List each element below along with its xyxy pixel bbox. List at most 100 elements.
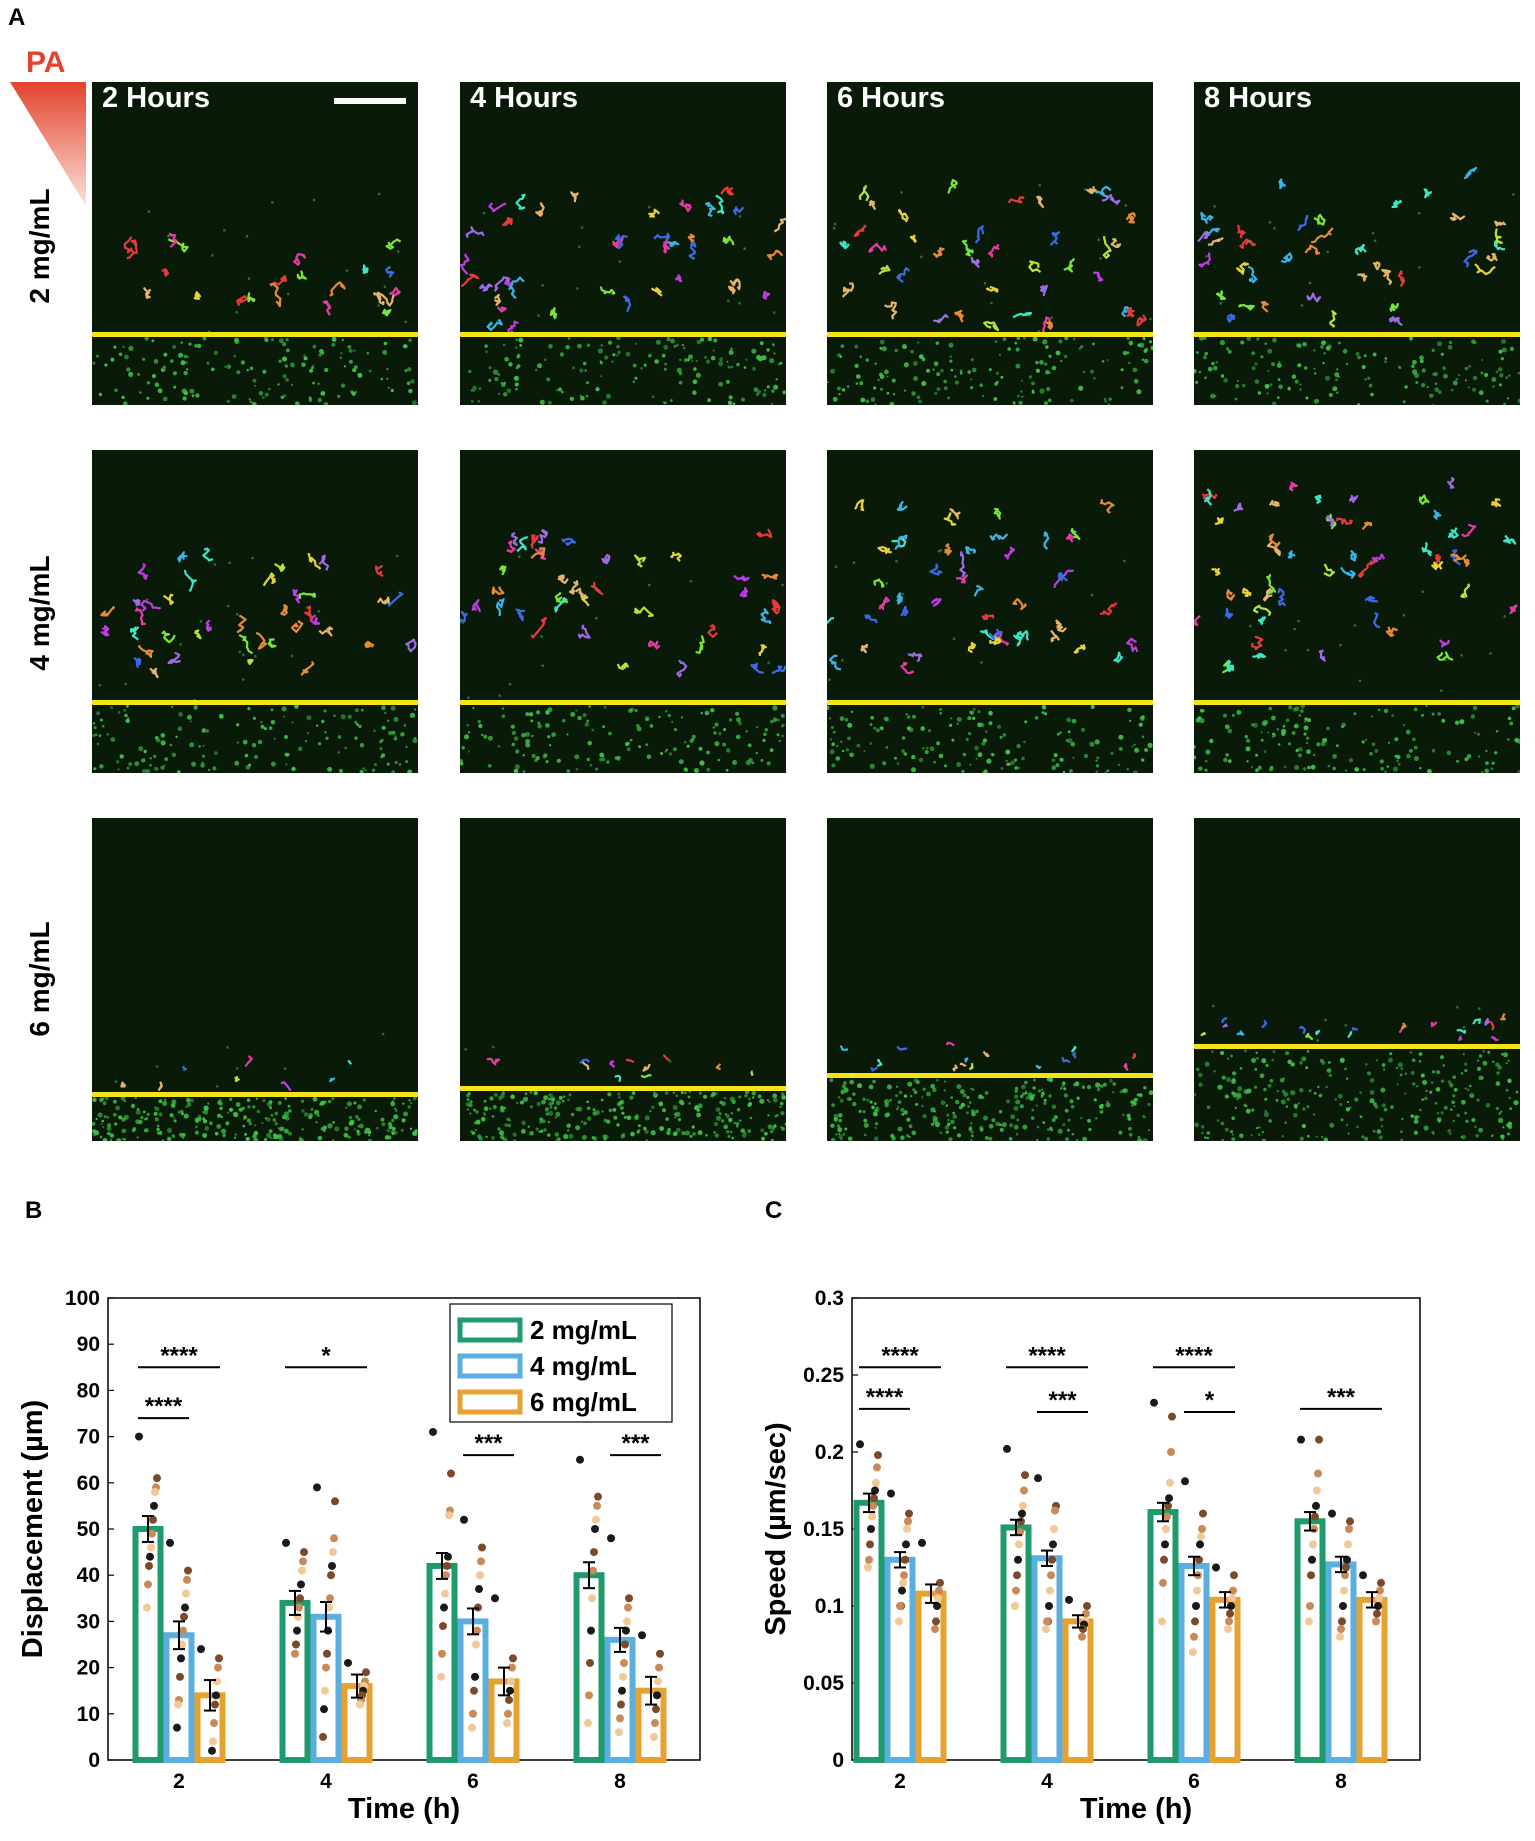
cell-dot [266,1117,271,1122]
cell-dot [100,1099,103,1102]
cell-dot [1300,709,1304,713]
cell-dot [936,387,941,392]
data-point [344,1658,352,1667]
cell-dot [1297,619,1300,623]
cell-dot [217,1113,222,1118]
cell-dot [1010,1114,1016,1120]
cell-dot [968,732,972,736]
cell-track [771,665,786,674]
cell-dot [1477,1066,1481,1071]
cell-track [1252,653,1267,659]
data-point [1166,1478,1174,1487]
cell-dot [492,369,499,375]
cell-dot [518,555,521,559]
cell-dot [354,736,358,740]
cell-track [1463,249,1478,268]
cell-track [1126,637,1139,653]
data-point [362,1668,370,1677]
cell-dot [1126,1113,1131,1118]
cell-dot [1024,1091,1028,1095]
cell-dot [339,356,343,360]
cell-dot [539,399,545,405]
cell-dot [583,1121,587,1126]
cell-dot [489,1107,492,1110]
cell-dot [135,1109,141,1115]
cell-track [1287,549,1296,559]
time-label: 2 Hours [102,82,210,114]
cell-dot [874,1122,878,1126]
cell-dot [515,346,518,349]
cell-track [1007,196,1025,204]
cell-dot [988,710,993,716]
cell-dot [613,1115,618,1120]
cell-dot [179,643,182,646]
cell-track [896,267,911,283]
cell-dot [1501,339,1506,344]
cell-dot [725,768,729,772]
cell-track [1054,619,1067,633]
cell-dot [377,192,381,196]
cell-dot [1088,1127,1092,1132]
cell-dot [1254,1068,1258,1071]
cell-dot [1456,759,1460,763]
cell-dot [668,752,673,756]
cell-dot [1434,1102,1438,1105]
cell-dot [205,729,209,733]
cell-track [133,657,142,668]
cell-dot [173,385,177,389]
cell-dot [868,1084,874,1090]
cell-dot [1080,1116,1083,1120]
data-point [624,1603,632,1612]
cell-dot [391,1118,395,1122]
cell-dot [123,708,127,712]
cell-dot [136,1136,139,1139]
cell-dot [1084,754,1088,758]
cell-dot [522,1096,529,1102]
cell-dot [995,371,999,375]
cell-dot [1282,724,1286,728]
cell-dot [1028,375,1033,379]
cell-dot [684,1130,690,1136]
cell-track [896,500,908,511]
cell-dot [409,1127,413,1130]
boundary-line [460,700,786,705]
cell-dot [493,1093,498,1097]
cell-dot [643,1126,647,1131]
cell-dot [1495,1081,1501,1086]
cell-dot [548,1110,554,1116]
cell-track [1491,1035,1499,1042]
cell-dot [503,392,508,397]
cell-dot [905,713,908,716]
cell-dot [171,752,177,757]
cell-dot [1014,1089,1018,1093]
cell-dot [1353,624,1357,627]
cell-dot [1467,386,1470,389]
cell-dot [1507,1121,1513,1127]
cell-dot [1031,381,1035,386]
cell-dot [405,745,408,748]
cell-dot [226,1111,229,1114]
cell-dot [412,738,418,744]
cell-dot [1138,722,1143,727]
cell-dot [745,730,748,733]
cell-dot [323,402,329,405]
cell-dot [841,1084,846,1089]
cell-dot [954,380,959,385]
cell-dot [706,359,710,364]
cell-dot [1219,302,1223,305]
cell-dot [1041,711,1045,714]
cell-dot [161,368,164,372]
cell-dot [98,392,103,397]
cell-dot [1371,742,1376,747]
cell-dot [770,748,774,753]
cell-dot [782,390,786,395]
cell-dot [285,348,290,353]
cell-dot [1471,1118,1476,1122]
cell-dot [134,761,140,767]
cell-dot [393,737,398,741]
cell-dot [595,767,599,771]
cell-dot [1325,375,1330,381]
cell-dot [381,725,386,730]
cell-track [488,202,507,213]
cell-dot [1362,768,1366,772]
